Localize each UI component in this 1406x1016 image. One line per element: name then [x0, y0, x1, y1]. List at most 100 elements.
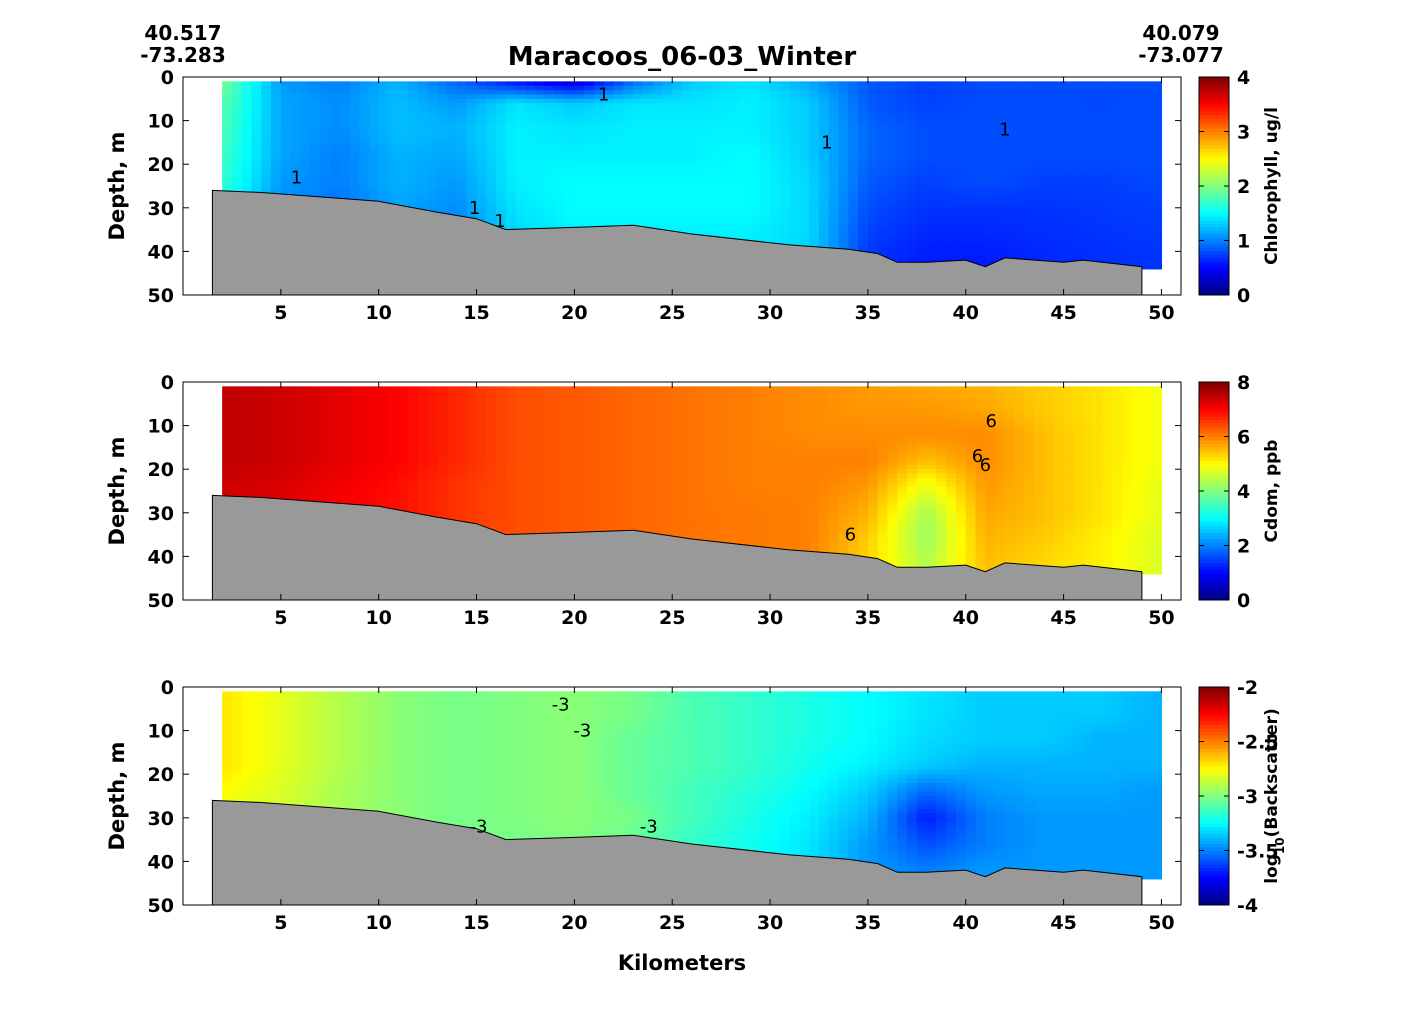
data-cell: [789, 133, 801, 139]
data-cell: [368, 416, 380, 422]
data-cell: [642, 151, 654, 157]
data-cell: [300, 168, 311, 174]
data-cell: [1151, 233, 1163, 239]
data-cell: [779, 116, 791, 122]
data-cell: [828, 94, 840, 100]
data-cell: [300, 146, 311, 152]
data-cell: [388, 464, 399, 470]
data-cell: [368, 146, 380, 152]
data-cell: [613, 94, 624, 100]
data-cell: [222, 90, 233, 96]
data-cell: [858, 111, 869, 117]
data-cell: [359, 129, 370, 135]
data-cell: [496, 508, 507, 514]
data-cell: [897, 124, 908, 130]
data-cell: [1024, 164, 1035, 170]
data-cell: [828, 238, 840, 244]
data-cell: [378, 425, 390, 431]
data-cell: [946, 203, 957, 209]
data-cell: [545, 477, 556, 483]
data-cell: [623, 103, 634, 109]
data-cell: [574, 512, 585, 518]
data-cell: [1092, 212, 1104, 218]
data-cell: [574, 194, 585, 200]
data-cell: [721, 151, 732, 157]
data-cell: [339, 412, 350, 418]
data-cell: [691, 90, 703, 96]
data-cell: [946, 233, 957, 239]
data-cell: [809, 90, 820, 96]
contour-label: 1: [598, 84, 609, 105]
data-cell: [545, 421, 556, 427]
data-cell: [564, 146, 575, 152]
data-cell: [897, 229, 908, 235]
data-cell: [750, 151, 761, 157]
data-cell: [887, 120, 898, 126]
data-cell: [319, 416, 331, 422]
data-cell: [652, 220, 664, 226]
data-cell: [584, 81, 595, 87]
data-cell: [926, 207, 937, 213]
data-cell: [554, 212, 566, 218]
data-cell: [349, 151, 360, 157]
data-cell: [241, 138, 253, 143]
data-cell: [936, 164, 947, 170]
data-cell: [447, 508, 458, 514]
data-cell: [398, 495, 409, 501]
data-cell: [408, 399, 419, 405]
data-cell: [1044, 124, 1055, 130]
data-cell: [388, 107, 399, 113]
data-cell: [1053, 111, 1065, 117]
data-cell: [466, 94, 478, 100]
data-cell: [1112, 146, 1123, 152]
data-cell: [1063, 242, 1074, 248]
data-cell: [329, 103, 341, 109]
data-cell: [799, 155, 810, 161]
data-cell: [310, 495, 321, 501]
data-cell: [574, 451, 585, 457]
data-cell: [603, 98, 615, 104]
data-cell: [1024, 207, 1035, 213]
data-cell: [505, 508, 517, 514]
data-cell: [682, 116, 693, 122]
data-cell: [368, 499, 380, 505]
data-cell: [779, 81, 791, 87]
data-cell: [466, 512, 478, 518]
data-cell: [701, 81, 712, 87]
data-cell: [359, 194, 370, 200]
data-cell: [515, 203, 527, 209]
data-cell: [437, 181, 448, 187]
data-cell: [515, 438, 527, 444]
data-cell: [1141, 138, 1153, 143]
data-cell: [300, 434, 311, 440]
data-cell: [368, 124, 380, 130]
data-cell: [496, 434, 507, 440]
data-cell: [770, 216, 781, 222]
data-cell: [1132, 181, 1143, 187]
data-cell: [388, 194, 399, 200]
data-cell: [593, 434, 605, 440]
data-cell: [642, 120, 654, 126]
data-cell: [1132, 229, 1143, 235]
data-cell: [241, 164, 253, 170]
data-cell: [1034, 181, 1045, 187]
data-cell: [525, 499, 536, 505]
data-cell: [916, 225, 928, 231]
data-cell: [1004, 251, 1016, 257]
data-cell: [603, 521, 615, 527]
data-cell: [750, 120, 761, 126]
data-cell: [593, 181, 605, 187]
data-cell: [398, 438, 409, 444]
data-cell: [349, 146, 360, 152]
data-cell: [1092, 251, 1104, 257]
data-cell: [241, 425, 253, 431]
data-cell: [447, 473, 458, 479]
data-cell: [310, 395, 321, 401]
data-cell: [222, 438, 233, 444]
data-cell: [545, 94, 556, 100]
data-cell: [721, 111, 732, 117]
data-cell: [975, 212, 986, 218]
data-cell: [545, 81, 556, 87]
data-cell: [662, 207, 673, 213]
data-cell: [1044, 186, 1055, 191]
